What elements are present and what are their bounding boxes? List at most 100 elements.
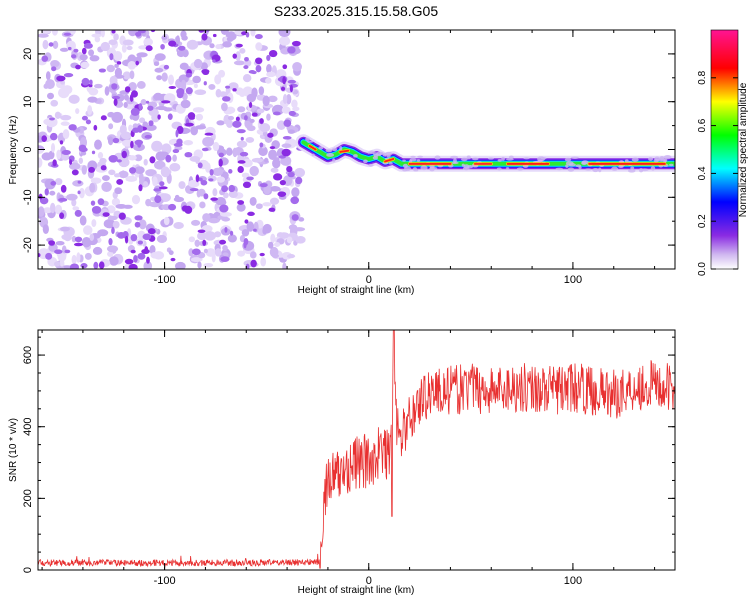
spectrogram-noise-cell [193, 83, 198, 89]
spectrogram-noise-peak [144, 246, 149, 254]
spectrogram-ridge-speck [501, 156, 505, 161]
spectrogram-noise-cell [227, 115, 235, 121]
spectrogram-noise-peak [295, 176, 303, 185]
spectrogram-noise-cell [196, 189, 201, 198]
spectrogram-ridge-speck [505, 167, 510, 170]
spectrogram-noise-peak [222, 96, 231, 102]
spectrogram-noise-peak [251, 70, 257, 75]
spectrogram-noise-cell [200, 62, 208, 71]
spectrogram-noise-cell [262, 95, 270, 107]
spectrogram-noise-cell [128, 30, 137, 37]
spectrogram-noise-cell [268, 149, 278, 161]
spectrogram-ridge-speck [669, 163, 674, 167]
spectrogram-noise-cell [242, 74, 252, 83]
spectrogram-noise-peak [187, 112, 196, 120]
spectrogram-ridge-speck [463, 164, 470, 170]
spectrogram-noise-cell [228, 82, 239, 90]
spectrogram-noise-peak [272, 111, 281, 116]
spectrogram-noise-cell [266, 71, 276, 78]
spectrogram-noise-peak [89, 79, 93, 85]
spectrogram-noise-cell [291, 187, 300, 198]
spectrogram-noise-cell [182, 92, 188, 101]
spectrogram-noise-peak [108, 238, 113, 246]
snr-y-tick-label: 200 [22, 489, 34, 507]
spectrogram-noise-peak [269, 146, 276, 150]
spectrogram-noise-cell [50, 59, 60, 68]
spectrogram-noise-peak [111, 30, 116, 34]
spectrogram-noise-cell [209, 43, 215, 49]
spectrogram-noise-peak [48, 42, 54, 47]
spectrogram-noise-peak [268, 49, 278, 58]
spectrogram-noise-cell [272, 158, 281, 169]
spectrogram-noise-cell [265, 77, 272, 84]
spectrogram-noise-cell [280, 35, 290, 45]
spectrogram-noise-cell [286, 253, 296, 259]
spectrogram-noise-cell [124, 94, 129, 101]
spectrogram-noise-peak [283, 119, 292, 127]
spectrogram-noise-cell [120, 131, 132, 140]
spectrogram-noise-cell [251, 87, 258, 99]
spectrogram-noise-peak [277, 191, 287, 197]
spectrogram-noise-cell [262, 223, 272, 234]
spectrogram-noise-cell [107, 136, 114, 146]
spectrogram-ridge-speck [487, 157, 494, 160]
spectrogram-noise-peak [69, 159, 73, 165]
spectrogram-noise-cell [292, 61, 302, 72]
spectrogram-noise-cell [69, 30, 76, 35]
spectrogram-noise-cell [226, 36, 234, 42]
spectrogram-noise-peak [224, 226, 228, 233]
spectrogram-noise-cell [269, 197, 280, 205]
spectrogram-noise-cell [136, 81, 146, 89]
spectrogram-noise-peak [167, 113, 173, 121]
spectrogram-noise-peak [71, 169, 79, 176]
spectrogram-noise-cell [154, 67, 164, 73]
spectrogram-noise-cell [55, 178, 60, 184]
spectrogram-noise-cell [114, 173, 121, 178]
spectrogram-noise-cell [56, 149, 62, 160]
spectrogram-noise-peak [73, 242, 83, 247]
spectrogram-noise-cell [99, 157, 107, 164]
spectrogram-noise-peak [255, 65, 262, 73]
spectrogram-noise-cell [160, 166, 171, 178]
spectrogram-noise-cell [180, 79, 187, 91]
spectrogram-noise-cell [88, 49, 95, 57]
spectrogram-noise-cell [112, 220, 120, 229]
spectrogram-noise-peak [184, 122, 194, 127]
spectrogram-noise-peak [73, 48, 79, 53]
spectrogram-noise-cell [258, 146, 268, 157]
spectrogram-noise-cell [208, 84, 216, 90]
spectrogram-noise-peak [128, 167, 137, 174]
spectrogram-noise-peak [287, 46, 296, 54]
spectrogram-noise-peak [146, 256, 150, 264]
spectrogram-noise-peak [232, 53, 237, 59]
spectrogram-noise-cell [205, 248, 216, 257]
spectrogram-ridge-speck [420, 165, 428, 171]
spectrogram-noise-cell [97, 151, 104, 159]
spectrogram-noise-peak [67, 46, 72, 51]
spectrogram-ridge-speck [413, 169, 419, 172]
spectrogram-noise-cell [151, 112, 160, 123]
spectrogram-noise-peak [202, 30, 210, 33]
spectrogram-ridge-speck [565, 161, 574, 166]
spectrogram-noise-cell [237, 106, 246, 113]
spectrogram-noise-cell [101, 181, 112, 192]
spectrogram-noise-cell [212, 188, 218, 197]
spectrogram-noise-cell [249, 196, 257, 206]
spectrogram-noise-cell [241, 229, 250, 237]
spectrogram-noise-peak [50, 181, 57, 186]
snr-series-line [38, 330, 675, 569]
spectrogram-x-tick-label: -100 [154, 274, 176, 286]
snr-y-ticks: 0 200 400 600 [22, 336, 675, 573]
spectrogram-noise-peak [212, 33, 217, 38]
spectrogram-noise-cell [180, 30, 187, 39]
spectrogram-noise-peak [124, 86, 131, 93]
spectrogram-noise-peak [208, 178, 214, 182]
spectrogram-noise-cell [278, 30, 291, 38]
spectrogram-noise-peak [247, 211, 255, 216]
spectrogram-noise-peak [85, 119, 92, 125]
spectrogram-noise-cell [237, 250, 246, 257]
spectrogram-noise-peak [229, 230, 234, 236]
spectrogram-noise-peak [121, 150, 127, 159]
spectrogram-noise-cell [38, 157, 43, 168]
